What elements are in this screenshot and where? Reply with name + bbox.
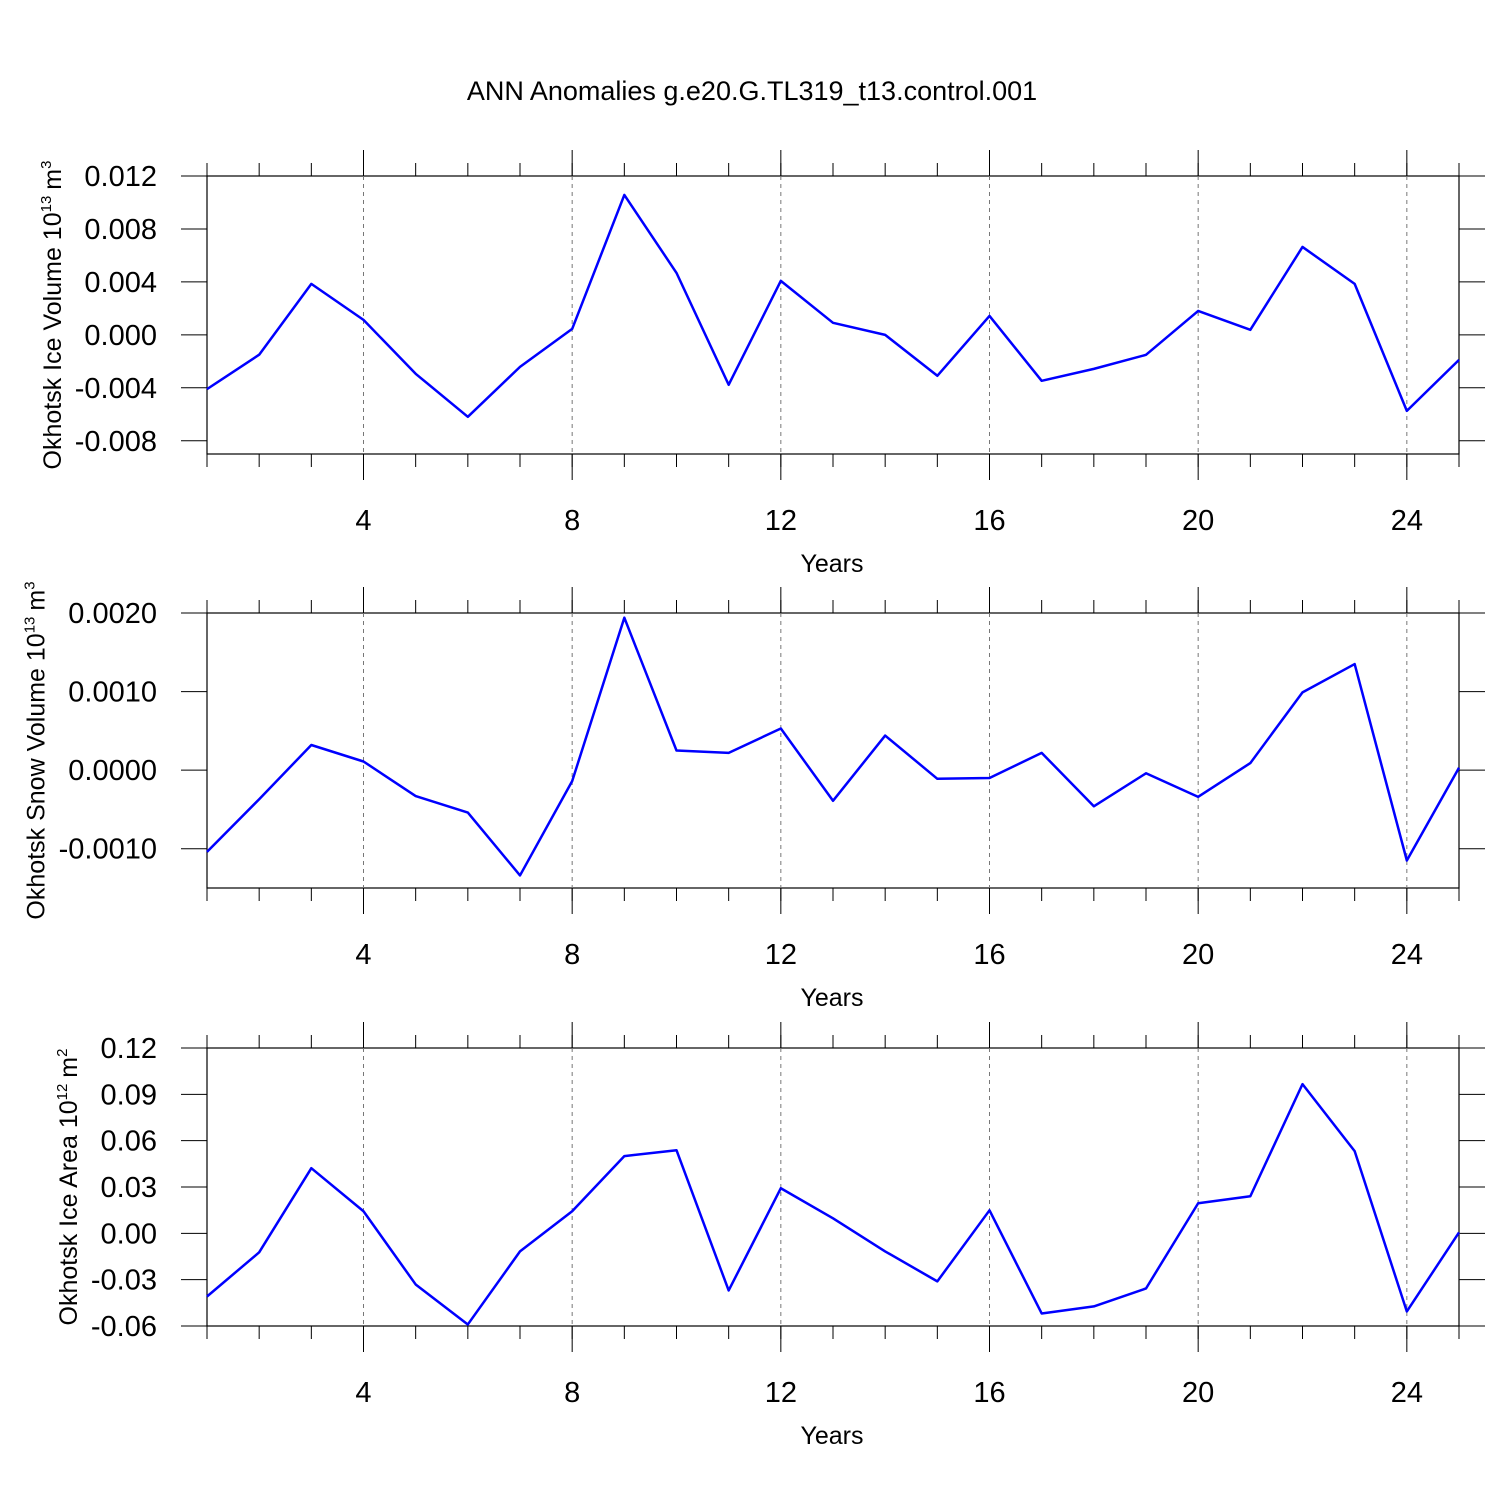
x-tick-label: 4	[355, 1377, 371, 1409]
y-tick-label: 0.0000	[68, 755, 157, 787]
plot-frame	[206, 175, 1460, 455]
y-tick-label: -0.03	[91, 1265, 157, 1297]
y-tick-label: 0.000	[84, 320, 157, 352]
y-tick-label: 0.06	[101, 1126, 157, 1158]
y-tick-label: 0.0020	[68, 598, 157, 630]
x-tick-label: 16	[973, 939, 1005, 971]
y-label-exponent: 13	[22, 617, 39, 634]
y-label-unit-exponent: 2	[54, 1049, 71, 1057]
y-label-unit-exponent: 3	[22, 581, 39, 589]
y-tick-label: -0.008	[75, 426, 157, 458]
x-tick-label: 24	[1391, 505, 1423, 537]
y-tick-label: 0.12	[101, 1033, 157, 1065]
data-line	[206, 616, 1461, 877]
y-label-text: Okhotsk Ice Volume 10	[39, 212, 67, 469]
x-axis-label: Years	[800, 984, 863, 1012]
y-axis-label: Okhotsk Snow Volume 1013 m3	[22, 581, 51, 919]
y-tick-label: -0.004	[75, 373, 157, 405]
y-label-text: Okhotsk Snow Volume 10	[23, 633, 51, 919]
x-tick-label: 12	[765, 1377, 797, 1409]
data-line	[206, 193, 1460, 419]
y-tick-label: 0.00	[101, 1218, 157, 1250]
chart-title: ANN Anomalies g.e20.G.TL319_t13.control.…	[467, 76, 1037, 106]
y-label-unit-exponent: 3	[38, 161, 55, 169]
y-tick-label: 0.012	[84, 161, 157, 193]
x-axis-label: Years	[800, 550, 863, 578]
y-label-exponent: 12	[54, 1084, 71, 1101]
y-tick-label: -0.06	[91, 1311, 157, 1343]
y-label-unit: m	[55, 1057, 83, 1078]
x-tick-label: 20	[1182, 939, 1214, 971]
x-tick-label: 8	[564, 939, 580, 971]
y-label-unit: m	[39, 169, 67, 190]
x-tick-label: 20	[1182, 1377, 1214, 1409]
x-tick-label: 8	[564, 1377, 580, 1409]
y-tick-label: -0.0010	[59, 834, 157, 866]
y-axis-label: Okhotsk Ice Volume 1013 m3	[38, 161, 67, 470]
x-tick-label: 24	[1391, 939, 1423, 971]
y-tick-label: 0.004	[84, 267, 157, 299]
x-tick-label: 8	[564, 505, 580, 537]
x-axis-label: Years	[800, 1422, 863, 1450]
x-tick-label: 12	[765, 939, 797, 971]
x-tick-label: 4	[355, 505, 371, 537]
x-tick-label: 24	[1391, 1377, 1423, 1409]
x-tick-label: 16	[973, 505, 1005, 537]
x-tick-label: 12	[765, 505, 797, 537]
x-tick-label: 16	[973, 1377, 1005, 1409]
y-label-exponent: 13	[38, 196, 55, 213]
y-tick-label: 0.09	[101, 1079, 157, 1111]
y-label-unit: m	[23, 590, 51, 611]
x-tick-label: 4	[355, 939, 371, 971]
y-tick-label: 0.0010	[68, 677, 157, 709]
y-label-text: Okhotsk Ice Area 10	[55, 1100, 83, 1325]
x-tick-label: 20	[1182, 505, 1214, 537]
plot-frame	[206, 612, 1460, 889]
plot-frame	[206, 1047, 1460, 1327]
y-tick-label: 0.03	[101, 1172, 157, 1204]
y-tick-label: 0.008	[84, 214, 157, 246]
y-axis-label: Okhotsk Ice Area 1012 m2	[54, 1049, 83, 1326]
data-line	[206, 1082, 1461, 1326]
